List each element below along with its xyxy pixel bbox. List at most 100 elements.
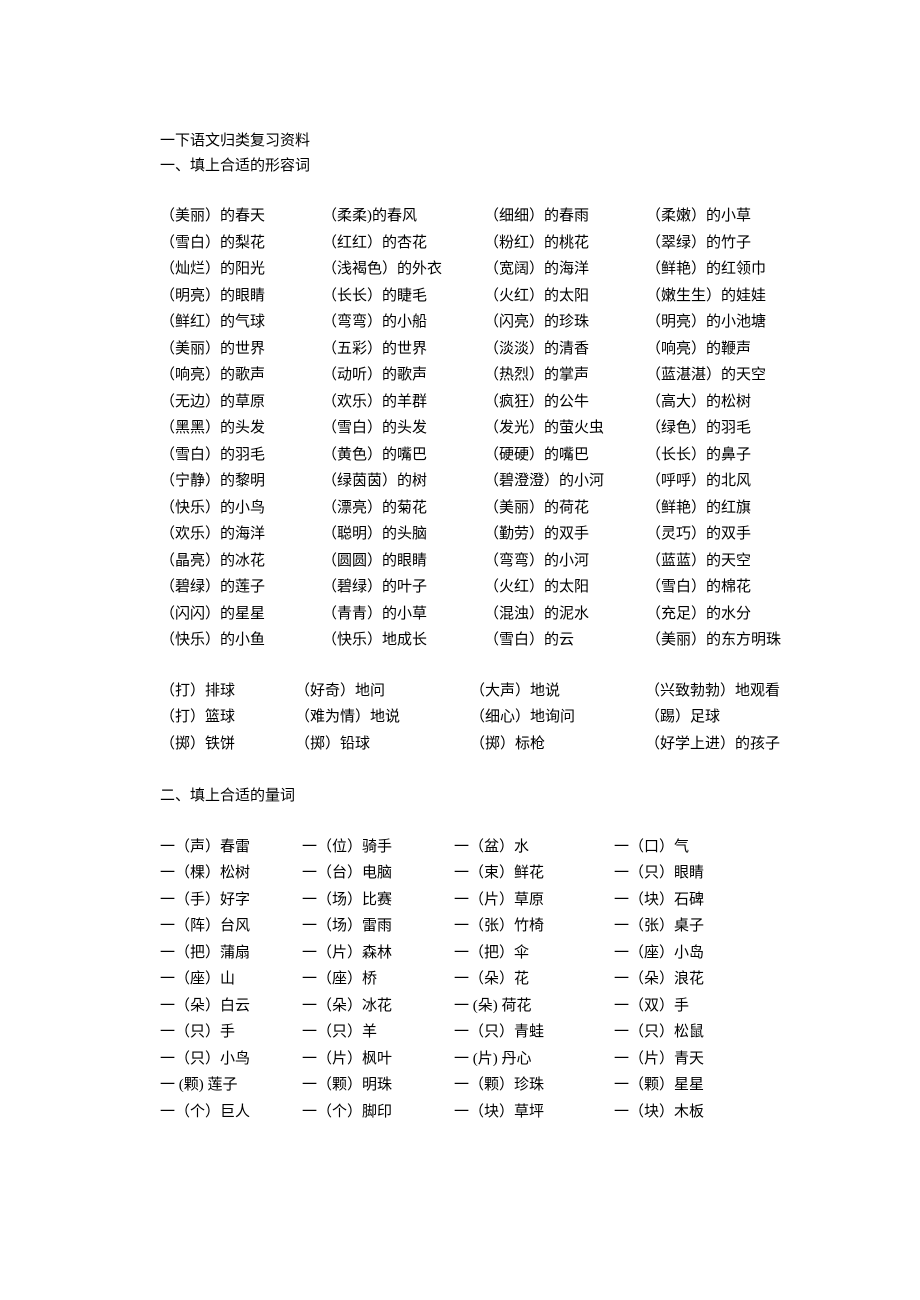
- table-cell: （打）排球: [160, 680, 295, 703]
- table-cell: （响亮）的鞭声: [646, 338, 816, 361]
- table-row: （美丽）的世界（五彩）的世界（淡淡）的清香（响亮）的鞭声: [160, 338, 770, 361]
- table-cell: 一（把）伞: [454, 942, 614, 965]
- table-cell: （欢乐）的羊群: [322, 391, 484, 414]
- table-cell: （浅褐色）的外衣: [322, 258, 484, 281]
- table-row: （打）篮球（难为情）地说（细心）地询问（踢）足球: [160, 706, 770, 729]
- section2-table: 一（声）春雷一（位）骑手一（盆）水一（口）气一（棵）松树一（台）电脑一（束）鲜花…: [160, 836, 770, 1124]
- table-cell: （黄色）的嘴巴: [322, 444, 484, 467]
- table-row: （雪白）的羽毛（黄色）的嘴巴（硬硬）的嘴巴（长长）的鼻子: [160, 444, 770, 467]
- table-cell: （呼呼）的北风: [646, 470, 816, 493]
- table-cell: （五彩）的世界: [322, 338, 484, 361]
- table-cell: （快乐）地成长: [322, 629, 484, 652]
- table-cell: （高大）的松树: [646, 391, 816, 414]
- table-cell: （绿茵茵）的树: [322, 470, 484, 493]
- table-cell: （快乐）的小鱼: [160, 629, 322, 652]
- table-row: （黑黑）的头发（雪白）的头发（发光）的萤火虫（绿色）的羽毛: [160, 417, 770, 440]
- table-cell: 一（台）电脑: [302, 862, 454, 885]
- table-cell: 一（声）春雷: [160, 836, 302, 859]
- table-cell: 一（颗）珍珠: [454, 1074, 614, 1097]
- table-cell: （碧澄澄）的小河: [484, 470, 646, 493]
- table-row: （欢乐）的海洋（聪明）的头脑（勤劳）的双手（灵巧）的双手: [160, 523, 770, 546]
- table-cell: 一（阵）台风: [160, 915, 302, 938]
- table-cell: （欢乐）的海洋: [160, 523, 322, 546]
- table-cell: （雪白）的棉花: [646, 576, 816, 599]
- table-cell: （长长）的睫毛: [322, 285, 484, 308]
- document-title: 一下语文归类复习资料: [160, 130, 770, 153]
- table-cell: 一（双）手: [614, 995, 774, 1018]
- table-cell: （粉红）的桃花: [484, 232, 646, 255]
- table-cell: 一（朵）浪花: [614, 968, 774, 991]
- table-cell: 一（盆）水: [454, 836, 614, 859]
- table-cell: （淡淡）的清香: [484, 338, 646, 361]
- table-cell: （兴致勃勃）地观看: [645, 680, 825, 703]
- table-cell: （圆圆）的眼睛: [322, 550, 484, 573]
- table-cell: 一（个）脚印: [302, 1101, 454, 1124]
- table-cell: （热烈）的掌声: [484, 364, 646, 387]
- table-row: （雪白）的梨花（红红）的杏花（粉红）的桃花（翠绿）的竹子: [160, 232, 770, 255]
- table-cell: （雪白）的头发: [322, 417, 484, 440]
- table-row: （灿烂）的阳光（浅褐色）的外衣（宽阔）的海洋（鲜艳）的红领巾: [160, 258, 770, 281]
- table-cell: （蓝蓝）的天空: [646, 550, 816, 573]
- table-cell: （雪白）的羽毛: [160, 444, 322, 467]
- table-cell: 一（座）小岛: [614, 942, 774, 965]
- table-cell: （碧绿）的莲子: [160, 576, 322, 599]
- section1-table-b: （打）排球（好奇）地问（大声）地说（兴致勃勃）地观看（打）篮球（难为情）地说（细…: [160, 680, 770, 756]
- table-cell: 一（颗）星星: [614, 1074, 774, 1097]
- table-cell: （响亮）的歌声: [160, 364, 322, 387]
- table-row: 一 (颗) 莲子一（颗）明珠一（颗）珍珠一（颗）星星: [160, 1074, 770, 1097]
- table-row: 一（朵）白云一（朵）冰花一 (朵) 荷花一（双）手: [160, 995, 770, 1018]
- table-cell: （细心）地询问: [470, 706, 645, 729]
- table-cell: 一（张）竹椅: [454, 915, 614, 938]
- table-cell: 一（块）草坪: [454, 1101, 614, 1124]
- table-row: 一（只）手一（只）羊一（只）青蛙一（只）松鼠: [160, 1021, 770, 1044]
- table-cell: （细细）的春雨: [484, 205, 646, 228]
- table-cell: 一（场）比赛: [302, 889, 454, 912]
- table-row: 一（阵）台风一（场）雷雨一（张）竹椅一（张）桌子: [160, 915, 770, 938]
- table-cell: （红红）的杏花: [322, 232, 484, 255]
- table-cell: （掷）铅球: [295, 733, 470, 756]
- table-cell: （大声）地说: [470, 680, 645, 703]
- table-cell: （好学上进）的孩子: [645, 733, 825, 756]
- table-cell: （混浊）的泥水: [484, 603, 646, 626]
- table-cell: （充足）的水分: [646, 603, 816, 626]
- table-cell: （绿色）的羽毛: [646, 417, 816, 440]
- table-cell: （闪闪）的星星: [160, 603, 322, 626]
- table-cell: 一（座）山: [160, 968, 302, 991]
- table-cell: 一（片）草原: [454, 889, 614, 912]
- table-cell: 一（位）骑手: [302, 836, 454, 859]
- table-cell: 一（棵）松树: [160, 862, 302, 885]
- table-row: （碧绿）的莲子（碧绿）的叶子（火红）的太阳（雪白）的棉花: [160, 576, 770, 599]
- table-row: 一（座）山一（座）桥一（朵）花一（朵）浪花: [160, 968, 770, 991]
- table-cell: 一（片）森林: [302, 942, 454, 965]
- table-cell: 一（场）雷雨: [302, 915, 454, 938]
- table-cell: （嫩生生）的娃娃: [646, 285, 816, 308]
- table-cell: 一 (片) 丹心: [454, 1048, 614, 1071]
- table-cell: （发光）的萤火虫: [484, 417, 646, 440]
- table-cell: （美丽）的春天: [160, 205, 322, 228]
- table-cell: （快乐）的小鸟: [160, 497, 322, 520]
- table-cell: 一（只）眼睛: [614, 862, 774, 885]
- table-cell: （弯弯）的小河: [484, 550, 646, 573]
- table-cell: （聪明）的头脑: [322, 523, 484, 546]
- table-cell: （明亮）的小池塘: [646, 311, 816, 334]
- table-row: 一（把）蒲扇一（片）森林一（把）伞一（座）小岛: [160, 942, 770, 965]
- table-cell: 一（只）手: [160, 1021, 302, 1044]
- table-cell: 一（只）羊: [302, 1021, 454, 1044]
- table-cell: 一（片）枫叶: [302, 1048, 454, 1071]
- table-row: 一（棵）松树一（台）电脑一（束）鲜花一（只）眼睛: [160, 862, 770, 885]
- section1-heading: 一、填上合适的形容词: [160, 155, 770, 178]
- table-cell: （火红）的太阳: [484, 285, 646, 308]
- table-cell: （灵巧）的双手: [646, 523, 816, 546]
- table-row: （掷）铁饼（掷）铅球（掷）标枪（好学上进）的孩子: [160, 733, 770, 756]
- table-cell: （美丽）的荷花: [484, 497, 646, 520]
- table-row: （无边）的草原（欢乐）的羊群（疯狂）的公牛（高大）的松树: [160, 391, 770, 414]
- table-cell: （难为情）地说: [295, 706, 470, 729]
- table-cell: 一（只）松鼠: [614, 1021, 774, 1044]
- table-cell: （晶亮）的冰花: [160, 550, 322, 573]
- table-cell: （鲜艳）的红旗: [646, 497, 816, 520]
- table-row: 一（声）春雷一（位）骑手一（盆）水一（口）气: [160, 836, 770, 859]
- table-cell: 一（把）蒲扇: [160, 942, 302, 965]
- table-cell: （蓝湛湛）的天空: [646, 364, 816, 387]
- table-cell: （长长）的鼻子: [646, 444, 816, 467]
- table-row: （宁静）的黎明（绿茵茵）的树（碧澄澄）的小河（呼呼）的北风: [160, 470, 770, 493]
